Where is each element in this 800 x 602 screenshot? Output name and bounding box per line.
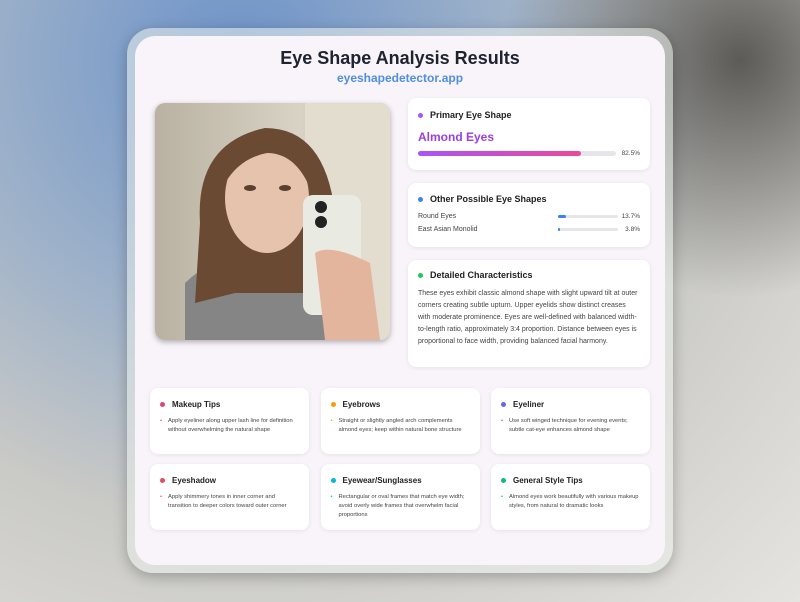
page-title: Eye Shape Analysis Results [280,48,520,68]
results-card: Eye Shape Analysis Results eyeshapedetec… [135,36,665,565]
shape-name: Round Eyes [418,213,457,220]
tip-text: Rectangular or oval frames that match ey… [331,493,470,520]
details-text: These eyes exhibit classic almond shape … [418,290,638,345]
shape-progress-bar [558,215,618,218]
bullet-icon [330,478,336,483]
details-panel: Detailed Characteristics These eyes exhi… [408,260,650,367]
tip-text: Apply shimmery tones in inner corner and… [160,493,299,511]
bullet-icon [501,402,506,407]
panel-heading: Detailed Characteristics [430,270,533,280]
primary-eye-shape-panel: Primary Eye Shape Almond Eyes 82.5% [408,98,650,170]
tip-card: Eyewear/Sunglasses Rectangular or oval f… [320,464,480,530]
bullet-icon [418,196,423,202]
tip-text: Use soft winged technique for evening ev… [501,417,640,435]
panel-heading: Other Possible Eye Shapes [430,194,547,204]
tip-card: General Style Tips Almond eyes work beau… [491,464,650,530]
bullet-icon [418,112,423,118]
tip-card: Eyeshadow Apply shimmery tones in inner … [150,464,309,530]
tip-card: Eyebrows Straight or slightly angled arc… [320,388,480,454]
tip-text: Apply eyeliner along upper lash line for… [160,417,299,435]
other-shape-row: East Asian Monolid 3.8% [418,226,640,233]
tip-title: Eyebrows [342,400,381,409]
bullet-icon [160,478,165,483]
tip-text: Straight or slightly angled arch complem… [331,417,470,435]
tip-title: Makeup Tips [172,400,221,409]
shape-name: East Asian Monolid [418,226,478,233]
tip-title: General Style Tips [513,476,583,485]
other-shapes-panel: Other Possible Eye Shapes Round Eyes 13.… [408,183,650,247]
tip-text: Almond eyes work beautifully with variou… [501,493,640,511]
bullet-icon [501,478,506,483]
tip-card: Makeup Tips Apply eyeliner along upper l… [150,388,309,454]
tip-title: Eyeliner [513,400,545,409]
tip-title: Eyeshadow [172,476,217,485]
site-link[interactable]: eyeshapedetector.app [336,71,464,85]
primary-progress-bar [418,151,616,156]
shape-progress-bar [558,228,618,231]
tip-title: Eyewear/Sunglasses [342,476,422,485]
user-photo [155,103,390,340]
primary-percent: 82.5% [621,150,640,157]
bullet-icon [160,402,165,407]
bullet-icon [330,402,336,407]
other-shape-row: Round Eyes 13.7% [418,213,640,220]
shape-percent: 13.7% [621,213,640,220]
shape-percent: 3.8% [625,226,640,233]
tip-card: Eyeliner Use soft winged technique for e… [491,388,650,454]
panel-heading: Primary Eye Shape [430,110,512,120]
primary-shape-name: Almond Eyes [418,130,495,144]
bullet-icon [418,272,423,278]
